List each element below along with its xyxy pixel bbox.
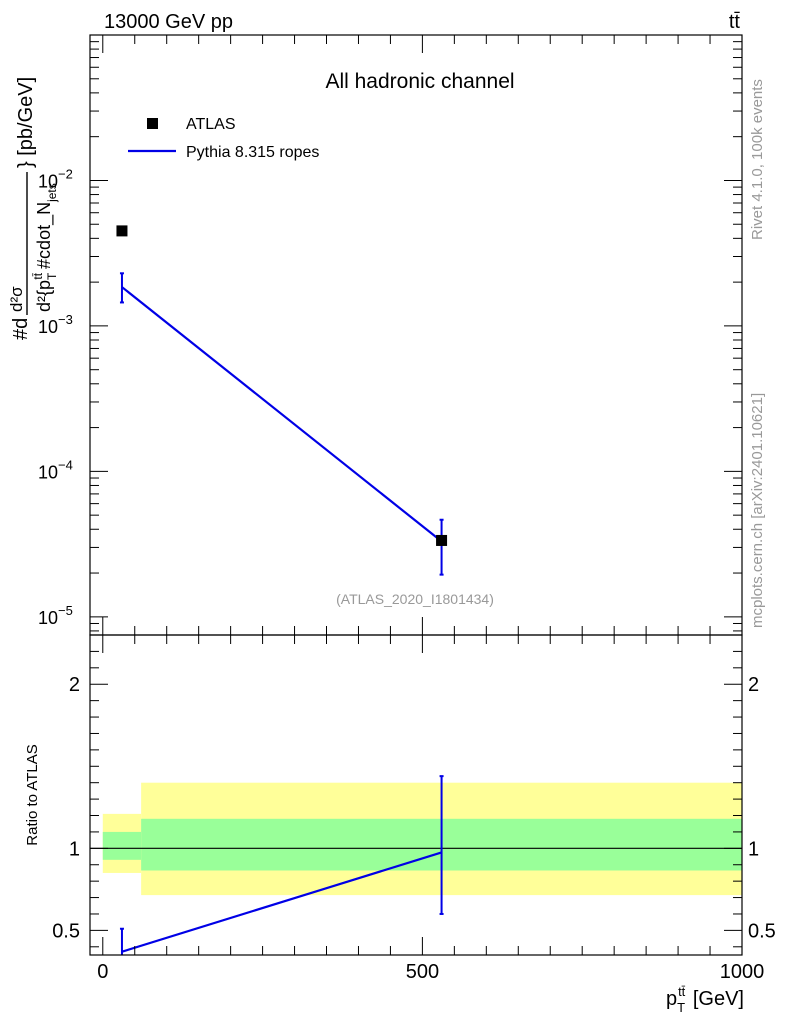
ratio-frame <box>89 634 743 956</box>
legend: ATLAS Pythia 8.315 ropes <box>128 116 319 161</box>
legend-pythia-label: Pythia 8.315 ropes <box>186 144 319 161</box>
mc-error-bars <box>119 272 444 576</box>
main-y-axis-label: #d d²σ d²{pTtt̄#cdot_Njets } [pb/GeV] <box>7 77 59 340</box>
legend-atlas-marker <box>147 118 158 129</box>
svg-text:d²{pTtt̄#cdot_Njets: d²{pTtt̄#cdot_Njets <box>31 183 59 312</box>
ratio-mc-line <box>121 851 442 953</box>
energy-label: 13000 GeV pp <box>104 11 233 33</box>
ratio-y-tick-label-left: 1 <box>69 838 80 860</box>
y-tick-label: 10−4 <box>38 457 73 482</box>
uncertainty-bands <box>102 782 742 896</box>
x-tick-label: 0 <box>97 961 108 983</box>
ratio-y-tick-label-right: 0.5 <box>748 920 776 942</box>
svg-text:} [pb/GeV]: } [pb/GeV] <box>15 77 37 168</box>
ratio-y-tick-label-left: 0.5 <box>52 920 80 942</box>
svg-text:d²σ: d²σ <box>7 286 26 312</box>
ratio-mc-error-bars <box>119 775 444 955</box>
y-tick-label: 10−3 <box>38 312 73 337</box>
main-panel: 10−2 10−3 10−4 10−5 All hadronic channel (A… <box>7 34 743 636</box>
x-axis-label: pTtt̄ [GeV] <box>666 984 744 1015</box>
mcplots-label: mcplots.cern.ch [arXiv:2401.10621] <box>749 393 766 628</box>
process-label: tt̄ <box>729 11 741 33</box>
chart-title: All hadronic channel <box>325 70 514 93</box>
ratio-y-tick-labels: 0.5 0.5 1 1 2 2 <box>52 674 776 942</box>
rivet-label: Rivet 4.1.0, 100k events <box>749 79 766 240</box>
y-tick-label: 10−2 <box>38 166 73 191</box>
x-tick-label: 500 <box>406 961 439 983</box>
data-points <box>116 225 448 546</box>
mc-line <box>121 286 443 543</box>
data-point <box>116 225 128 237</box>
ratio-y-axis-label: Ratio to ATLAS <box>24 744 41 845</box>
data-point <box>436 534 448 546</box>
band-inner <box>102 831 142 860</box>
x-tick-label: 1000 <box>720 961 765 983</box>
ratio-y-tick-label-right: 2 <box>748 674 759 696</box>
svg-text:#d: #d <box>10 318 32 340</box>
legend-atlas-label: ATLAS <box>186 116 236 133</box>
ratio-y-tick-label-left: 2 <box>69 674 80 696</box>
main-y-tick-labels: 10−2 10−3 10−4 10−5 <box>38 166 73 627</box>
ratio-panel: 0.5 0.5 1 1 2 2 0 500 1000 Ratio to ATLAS pTtt̄… <box>24 634 776 1015</box>
analysis-label: (ATLAS_2020_I1801434) <box>336 591 494 607</box>
ratio-y-tick-label-right: 1 <box>748 838 759 860</box>
x-tick-labels: 0 500 1000 <box>97 961 764 983</box>
y-tick-label: 10−5 <box>38 603 73 628</box>
